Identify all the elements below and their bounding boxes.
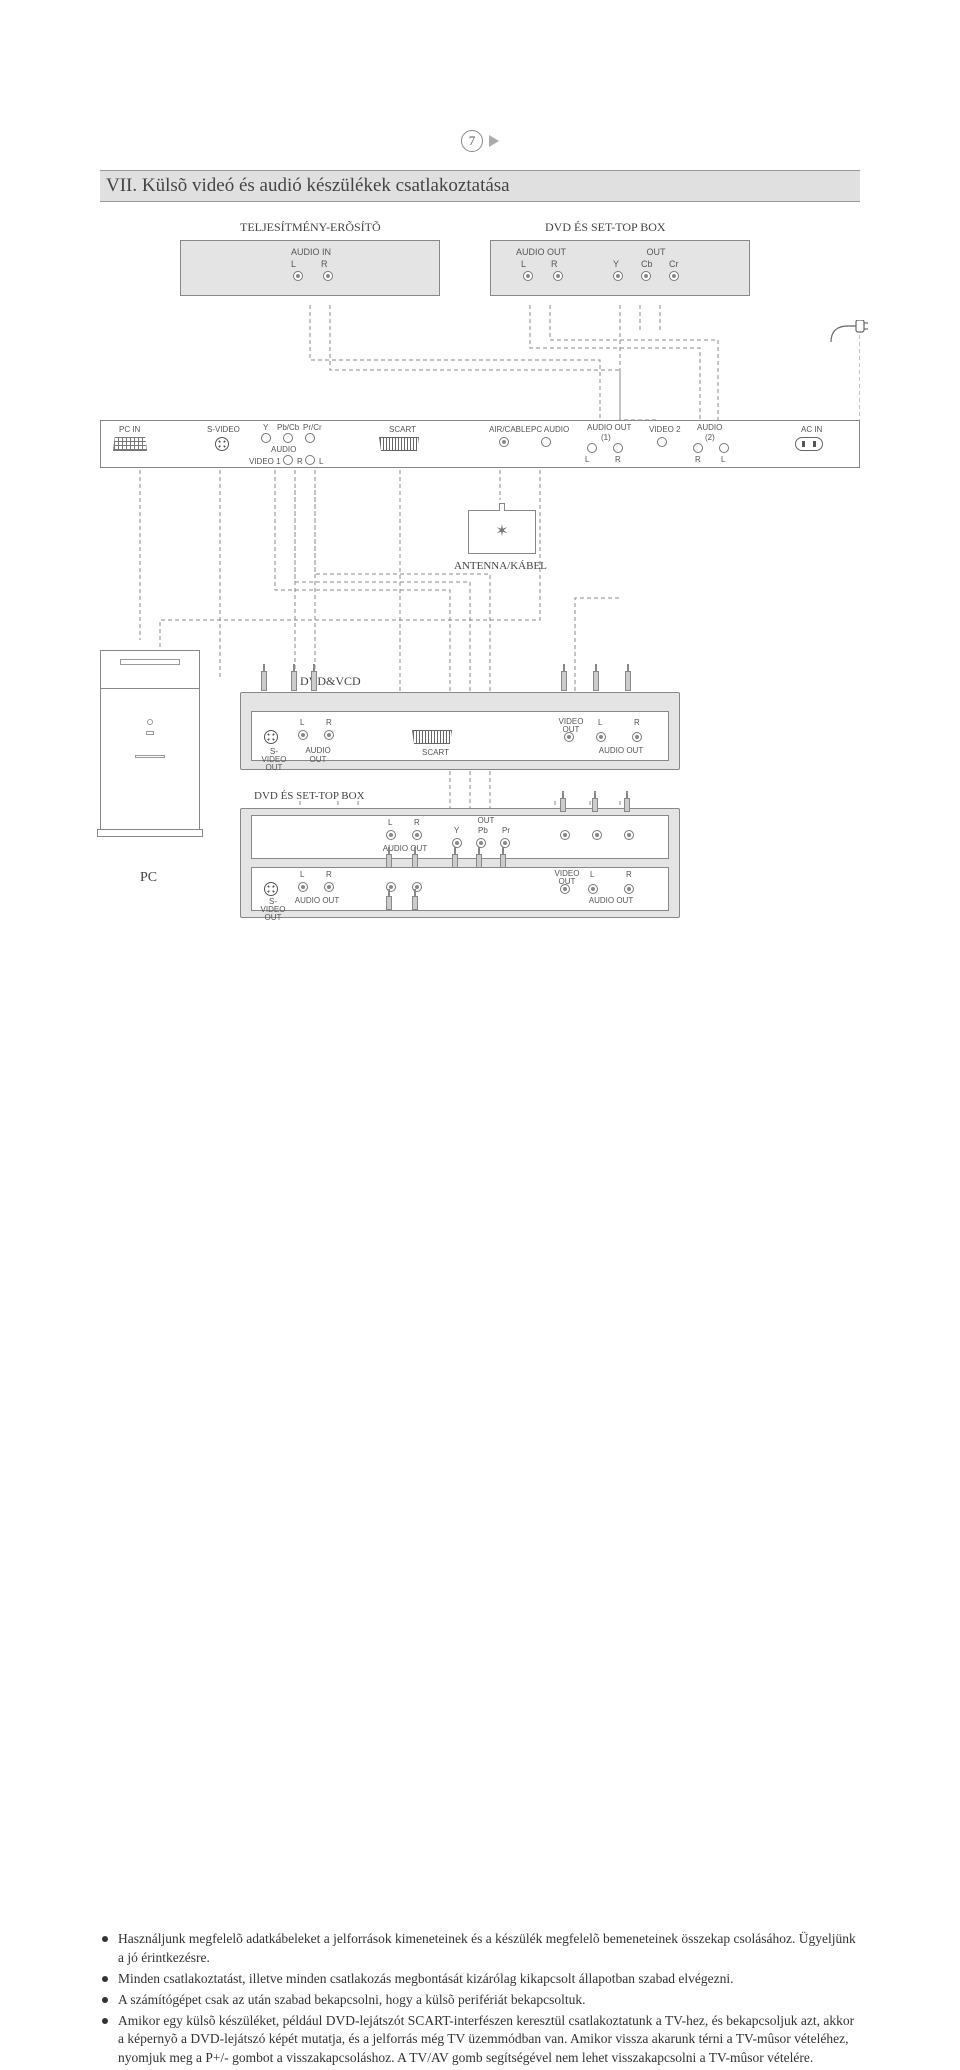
- page-number-text: 7: [469, 133, 476, 149]
- antenna-label: ANTENNA/KÁBEL: [454, 560, 547, 572]
- tv-prcr: Pr/Cr: [303, 423, 322, 432]
- stb2-r: R: [326, 870, 332, 879]
- scart-port: [379, 437, 419, 451]
- stb2-audioout: AUDIO OUT: [292, 896, 342, 905]
- dvd-r2: R: [634, 718, 640, 727]
- stb-top-r: R: [551, 259, 558, 269]
- stb-top-title: DVD ÉS SET-TOP BOX: [545, 220, 666, 235]
- instruction-list: Használjunk megfelelõ adatkábeleket a je…: [100, 1930, 860, 2068]
- dvd-l: L: [300, 718, 304, 727]
- stb-top-box: AUDIO OUT L R OUT Y Cb Cr: [490, 240, 750, 296]
- tv-r2: R: [615, 455, 621, 464]
- tv-video1: VIDEO 1: [249, 457, 281, 466]
- stb2-r2: R: [626, 870, 632, 879]
- tv-pcaudio: PC AUDIO: [531, 425, 569, 434]
- stb2-up-l: L: [388, 818, 392, 827]
- stb2-pr: Pr: [502, 826, 510, 835]
- tv-r: R: [297, 457, 303, 466]
- dvdvcd-box: S-VIDEO OUT L R AUDIO OUT SCART VIDEO OU…: [240, 692, 680, 770]
- tv-two: (2): [705, 433, 715, 442]
- bullet-1: Használjunk megfelelõ adatkábeleket a je…: [100, 1930, 860, 1968]
- stb-top-out: OUT: [641, 247, 671, 257]
- dvd-svideo: S-VIDEO OUT: [260, 748, 288, 772]
- stb-top-audioout: AUDIO OUT: [511, 247, 571, 257]
- amp-l: L: [291, 259, 296, 269]
- power-plug-icon: [828, 320, 868, 350]
- tv-audio: AUDIO: [271, 445, 296, 454]
- tv-svideo: S-VIDEO: [207, 425, 240, 434]
- amplifier-title: TELJESÍTMÉNY-ERÕSÍTÕ: [240, 220, 381, 235]
- vga-port: [113, 437, 147, 451]
- stb2-title: DVD ÉS SET-TOP BOX: [254, 790, 365, 802]
- section-title: VII. Külsõ videó és audió készülékek csa…: [100, 170, 860, 202]
- tv-scart: SCART: [389, 425, 416, 434]
- stb2-svideo: S-VIDEO OUT: [258, 898, 288, 922]
- stb-top-y: Y: [613, 259, 619, 269]
- tv-l2: L: [585, 455, 589, 464]
- stb2-l: L: [300, 870, 304, 879]
- tv-r3: R: [695, 455, 701, 464]
- connection-diagram: TELJESÍTMÉNY-ERÕSÍTÕ AUDIO IN L R DVD ÉS…: [100, 220, 860, 990]
- tv-l3: L: [721, 455, 725, 464]
- bullet-3: A számítógépet csak az után szabad bekap…: [100, 1991, 860, 2010]
- antenna-box: ✶: [468, 510, 536, 554]
- dvdvcd-title: DVD&VCD: [300, 674, 361, 689]
- stb2-pb: Pb: [478, 826, 488, 835]
- tv-video2: VIDEO 2: [649, 425, 681, 434]
- tv-one: (1): [601, 433, 611, 442]
- stb2-audioout2: AUDIO OUT: [586, 896, 636, 905]
- tv-pbcb: Pb/Cb: [277, 423, 299, 432]
- tv-audioout: AUDIO OUT: [587, 423, 631, 432]
- stb2-out: OUT: [474, 816, 498, 825]
- tv-pcin: PC IN: [119, 425, 140, 434]
- bullet-2: Minden csatlakoztatást, illetve minden c…: [100, 1970, 860, 1989]
- dvd-r: R: [326, 718, 332, 727]
- tv-acin: AC IN: [801, 425, 822, 434]
- amplifier-box: AUDIO IN L R: [180, 240, 440, 296]
- bullet-4: Amikor egy külsõ készüléket, például DVD…: [100, 2012, 860, 2069]
- page-number: 7: [461, 130, 499, 152]
- stb-top-cb: Cb: [641, 259, 653, 269]
- amp-audio-in: AUDIO IN: [281, 247, 341, 257]
- tv-aircable: AIR/CABLE: [489, 425, 531, 434]
- dvd-audioout: AUDIO OUT: [296, 746, 340, 764]
- acin-port: [795, 437, 823, 451]
- amp-r: R: [321, 259, 328, 269]
- stb2-up-r: R: [414, 818, 420, 827]
- dvd-l2: L: [598, 718, 602, 727]
- dvd-scart: SCART: [422, 748, 449, 757]
- tv-rear-panel: PC IN S-VIDEO Y Pb/Cb Pr/Cr AUDIO VIDEO …: [100, 420, 860, 468]
- pc-tower: [100, 650, 200, 830]
- dvd-audioout2: AUDIO OUT: [596, 746, 646, 755]
- page-arrow-icon: [489, 135, 499, 147]
- pc-label: PC: [140, 870, 157, 886]
- stb-top-l: L: [521, 259, 526, 269]
- tv-audio2: AUDIO: [697, 423, 722, 432]
- stb2-l2: L: [590, 870, 594, 879]
- tv-y: Y: [263, 423, 268, 432]
- tv-l: L: [319, 457, 323, 466]
- stb2-y: Y: [454, 826, 459, 835]
- svideo-port: [215, 437, 229, 451]
- stb2-box: L R AUDIO OUT OUT Y Pb Pr: [240, 808, 680, 918]
- stb-top-cr: Cr: [669, 259, 679, 269]
